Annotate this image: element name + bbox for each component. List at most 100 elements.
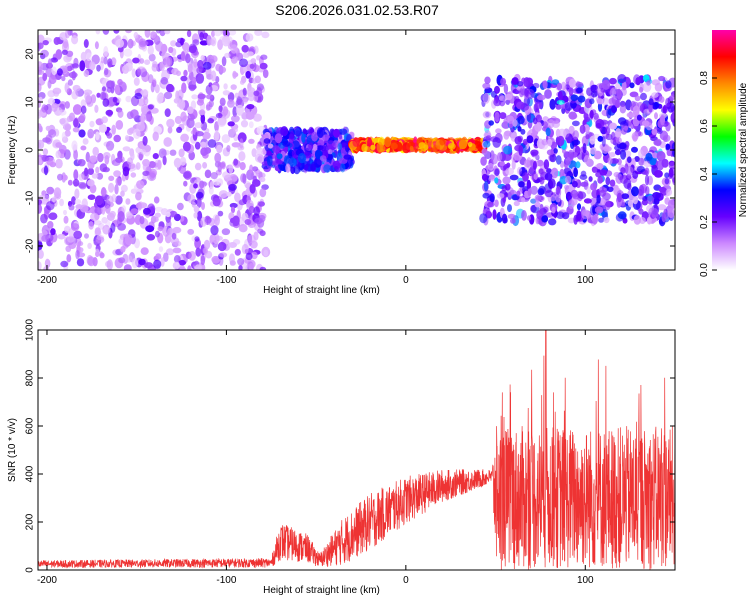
spectrogram-cell: [106, 212, 115, 221]
spectrogram-cell: [285, 163, 291, 173]
spectrogram-cell: [503, 83, 509, 94]
spectrogram-cell: [245, 33, 254, 42]
spectrogram-cell: [62, 174, 68, 181]
spectrogram-cell: [619, 100, 626, 107]
spectrogram-cell: [140, 89, 149, 96]
spectrogram-cell: [212, 197, 221, 207]
spectrogram-cell: [193, 205, 200, 213]
spectrogram-cell: [130, 172, 137, 178]
spectrogram-cell: [144, 30, 151, 38]
spectrogram-cell: [506, 162, 511, 168]
spectrogram-cell: [596, 194, 601, 204]
spectrogram-cell: [584, 116, 591, 123]
spectrogram-cell: [56, 68, 63, 76]
spectrogram-cell: [200, 55, 205, 61]
spectrogram-cell: [46, 159, 54, 166]
spectrogram-cell: [172, 247, 182, 254]
spectrogram-cell: [227, 92, 235, 102]
spectrogram-cell: [575, 81, 584, 88]
spectrogram-cell: [258, 214, 266, 223]
spectrogram-cell: [231, 56, 239, 63]
spectrogram-cell: [579, 124, 586, 134]
spectrogram-cell: [43, 266, 50, 270]
spectrogram-cell: [352, 137, 360, 148]
spectrogram-cell: [656, 151, 666, 162]
spectrogram-cell: [586, 186, 591, 195]
spectrogram-cell: [229, 202, 238, 209]
spectrogram-cell: [607, 157, 613, 165]
spectrogram-cell: [505, 93, 513, 101]
spectrogram-cell: [216, 144, 223, 154]
spectrogram-cell: [283, 155, 290, 165]
spectrogram-cell: [191, 76, 197, 85]
spectrogram-cell: [174, 115, 182, 125]
spectrogram-cell: [500, 77, 507, 86]
spectrogram-cell: [117, 109, 124, 118]
snr-ylabel: SNR (10 * v/v): [7, 418, 18, 482]
spectrogram-cell: [581, 209, 590, 220]
spectrogram-cell: [571, 180, 578, 188]
spectrogram-cell: [92, 146, 99, 156]
spectrogram-cell: [244, 219, 252, 225]
spectrogram-cell: [553, 148, 558, 154]
spectrogram-cell: [501, 185, 508, 192]
spectrogram-cell: [131, 258, 139, 269]
spectrogram-cell: [253, 94, 259, 102]
spectrogram-cell: [194, 141, 201, 150]
spectrogram-cell: [625, 166, 634, 177]
spectrogram-cell: [609, 179, 616, 187]
spectrogram-cell: [608, 152, 616, 158]
spectrogram-cell: [101, 116, 108, 124]
spectrogram-cell: [467, 141, 473, 148]
spectrogram-cell: [66, 50, 74, 57]
spectrogram-cell: [70, 223, 80, 232]
spectrogram-cell: [501, 213, 508, 224]
spectrogram-cell: [144, 113, 152, 122]
spectrogram-cell: [591, 166, 598, 173]
spectrogram-cell: [532, 160, 537, 170]
spectrogram-cell: [519, 170, 526, 177]
spectrogram-cell: [484, 76, 491, 85]
spectrogram-cell: [458, 139, 468, 150]
spectrogram-cell: [573, 167, 578, 178]
spectrogram-cell: [221, 228, 231, 236]
spectrogram-cell: [312, 143, 318, 151]
spectrogram-cell: [206, 94, 214, 100]
spectrogram-cell: [507, 204, 512, 213]
spectrogram-cell: [171, 232, 177, 240]
spectrogram-cell: [55, 158, 63, 169]
spectrogram-cell: [276, 153, 283, 160]
spectrogram-cell: [246, 87, 256, 98]
spectrogram-cell: [534, 194, 541, 203]
spectrogram-cell: [230, 84, 237, 90]
spectrogram-cell: [259, 188, 267, 198]
spectrogram-cell: [125, 30, 132, 34]
spectrogram-cell: [210, 172, 218, 180]
spectrogram-cell: [665, 80, 672, 89]
spectrogram-cell: [217, 210, 224, 217]
spectrogram-cell: [614, 149, 622, 156]
spectrogram-cell: [91, 173, 99, 179]
spectrogram-cell: [222, 106, 229, 116]
spectrogram-cell: [568, 78, 577, 89]
spectrogram-cell: [204, 169, 212, 179]
spectrogram-cell: [200, 113, 206, 124]
spectrogram-cell: [221, 35, 231, 47]
spectrogram-cell: [102, 98, 110, 107]
spectrogram-cell: [517, 125, 522, 132]
spectrogram-cell: [217, 118, 226, 127]
spectrogram-cell: [653, 170, 663, 178]
spectrogram-ytick-label: -20: [25, 238, 36, 253]
spectrogram-cell: [248, 205, 255, 214]
spectrogram-cell: [158, 246, 164, 253]
spectrogram-cell: [46, 186, 55, 195]
spectrogram-cell: [609, 88, 616, 99]
spectrogram-cell: [570, 94, 579, 101]
spectrogram-cell: [234, 248, 241, 256]
spectrogram-cell: [232, 70, 237, 79]
spectrogram-cell: [323, 164, 331, 173]
spectrogram-cell: [482, 92, 490, 104]
spectrogram-cell: [561, 212, 570, 220]
spectrogram-cell: [544, 172, 553, 181]
spectrogram-cell: [198, 109, 206, 116]
